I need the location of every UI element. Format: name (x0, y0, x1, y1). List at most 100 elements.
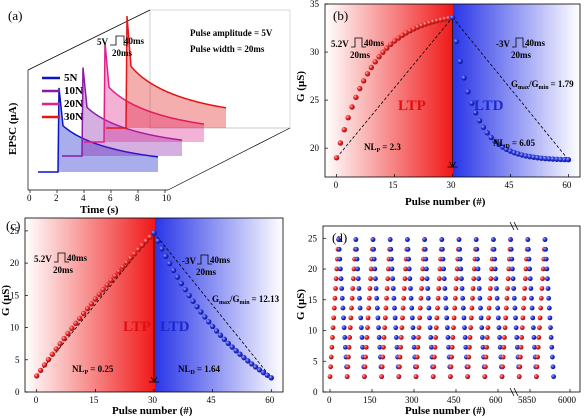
cycle-ltp-point (330, 325, 336, 331)
cycle-ltp-point (539, 286, 545, 291)
c-ltd-pulse-shape (197, 254, 212, 265)
cycle-ltd-point (442, 286, 448, 291)
ltd-point (249, 361, 255, 367)
ltd-point (170, 267, 177, 274)
cycle-ltp-point (385, 266, 391, 272)
cycle-ltp-point (416, 335, 421, 340)
cycle-ltd-point (551, 374, 556, 380)
cycle-ltd-point (358, 315, 364, 321)
cycle-ltp-point (331, 315, 337, 321)
cycle-ltp-point (432, 354, 437, 360)
panel-c-label: (c) (6, 218, 20, 233)
cycle-ltp-point (420, 266, 426, 272)
panel-b-ltp-region (325, 4, 453, 177)
cycle-ltp-point (330, 335, 335, 340)
cycle-ltd-point (405, 246, 411, 252)
panel-d-axis-break (509, 221, 519, 397)
c-ltp-t2: 20ms (53, 265, 73, 275)
cycle-ltp-point (400, 315, 405, 321)
pulse-shape (110, 35, 128, 46)
b-ltd-pulse-shape (512, 37, 527, 48)
ltp-point (69, 325, 75, 332)
d-ytick-label: 10 (308, 326, 318, 336)
b-ltd-v: -3V (496, 39, 510, 49)
ltd-point (264, 372, 271, 378)
cycle-ltp-point (485, 325, 491, 331)
ltd-point (453, 38, 460, 45)
ltp-point (139, 242, 145, 248)
ltd-point (174, 274, 181, 280)
cycle-ltp-point (489, 266, 494, 272)
panel-d-xlabel: Pulse number (#) (405, 405, 486, 417)
cycle-ltd-point (390, 276, 396, 282)
ltd-point (268, 375, 274, 381)
cycle-ltd-point (374, 305, 380, 311)
cycle-ltd-point (356, 286, 362, 291)
cycle-ltp-point (347, 325, 353, 331)
cycle-ltd-point (514, 335, 520, 340)
cycle-ltd-point (527, 266, 533, 272)
d-xtick-label: 450 (447, 395, 461, 405)
c-ltp-v: 5.2V (34, 254, 52, 264)
a-xtick-label: 8 (135, 193, 140, 203)
panel-c-ratio: Gmax/Gmin = 12.13 (212, 294, 280, 306)
cycle-ltp-point (398, 335, 404, 340)
ltp-point (399, 32, 405, 39)
panel-d-ticks: 0 5 10 15 20 25 0 150 300 450 600 5850 6000 (308, 233, 577, 405)
cycle-ltd-point (375, 315, 381, 321)
cycle-ltp-point (432, 344, 438, 350)
cycle-ltp-point (454, 276, 459, 282)
cycle-ltd-point (355, 266, 361, 272)
cycle-ltd-point (513, 325, 519, 331)
cycle-ltp-point (537, 315, 543, 321)
cycle-ltd-point (393, 325, 399, 331)
ltd-linear-ref (452, 17, 569, 160)
cycle-ltp-point (362, 374, 367, 380)
ltp-linear-ref (36, 232, 155, 377)
cycle-ltd-point (461, 315, 467, 321)
cycle-ltd-point (514, 344, 520, 350)
cycle-ltd-point (339, 286, 345, 291)
cycle-ltp-point (381, 335, 387, 340)
panel-d-frame (322, 225, 581, 393)
ltp-point (61, 335, 67, 342)
cycle-ltp-point (519, 325, 525, 331)
ltd-point (557, 156, 564, 163)
cycle-ltp-point (454, 266, 460, 272)
cycle-ltp-point (499, 374, 505, 380)
cycle-ltp-point (365, 325, 370, 331)
xtick-label: 15 (89, 395, 99, 405)
cycle-ltp-point (333, 286, 338, 291)
cycle-ltp-point (397, 354, 403, 360)
cycle-ltd-point (408, 286, 413, 291)
cycle-ltd-point (387, 237, 393, 242)
ltp-point (84, 305, 91, 312)
cycle-ltd-point (354, 246, 359, 252)
cycle-ltp-point (488, 276, 494, 282)
cycle-ltp-point (366, 295, 372, 301)
cycle-ltp-point (437, 266, 443, 272)
panel-b-ltp-label: LTP (398, 98, 426, 114)
cycle-ltd-point (530, 325, 536, 331)
cycle-ltp-point (401, 286, 407, 291)
cycle-ltd-point (359, 335, 365, 340)
d-ytick-label: 25 (308, 233, 318, 243)
cycle-ltd-point (342, 335, 348, 340)
b-ltp-t2: 20ms (350, 50, 370, 60)
cycle-ltd-point (341, 325, 347, 331)
ltp-point (341, 126, 348, 133)
cycle-ltp-point (401, 295, 407, 301)
cycle-ltd-point (460, 305, 466, 311)
cycle-ltp-point (328, 364, 334, 370)
cycle-ltd-point (392, 305, 397, 311)
ltd-point (186, 292, 192, 299)
cycle-ltd-point (426, 305, 432, 311)
xtick-label: 60 (562, 180, 572, 190)
panel-a-x-ticks: 0 2 4 6 8 10 (27, 190, 172, 203)
cycle-ltp-point (350, 286, 356, 291)
cycle-ltp-point (486, 305, 492, 311)
cycle-ltp-point (516, 374, 522, 380)
cycle-ltd-point (509, 256, 515, 262)
epsc-fill-30N (106, 16, 226, 128)
ltp-linear-ref (336, 17, 453, 159)
